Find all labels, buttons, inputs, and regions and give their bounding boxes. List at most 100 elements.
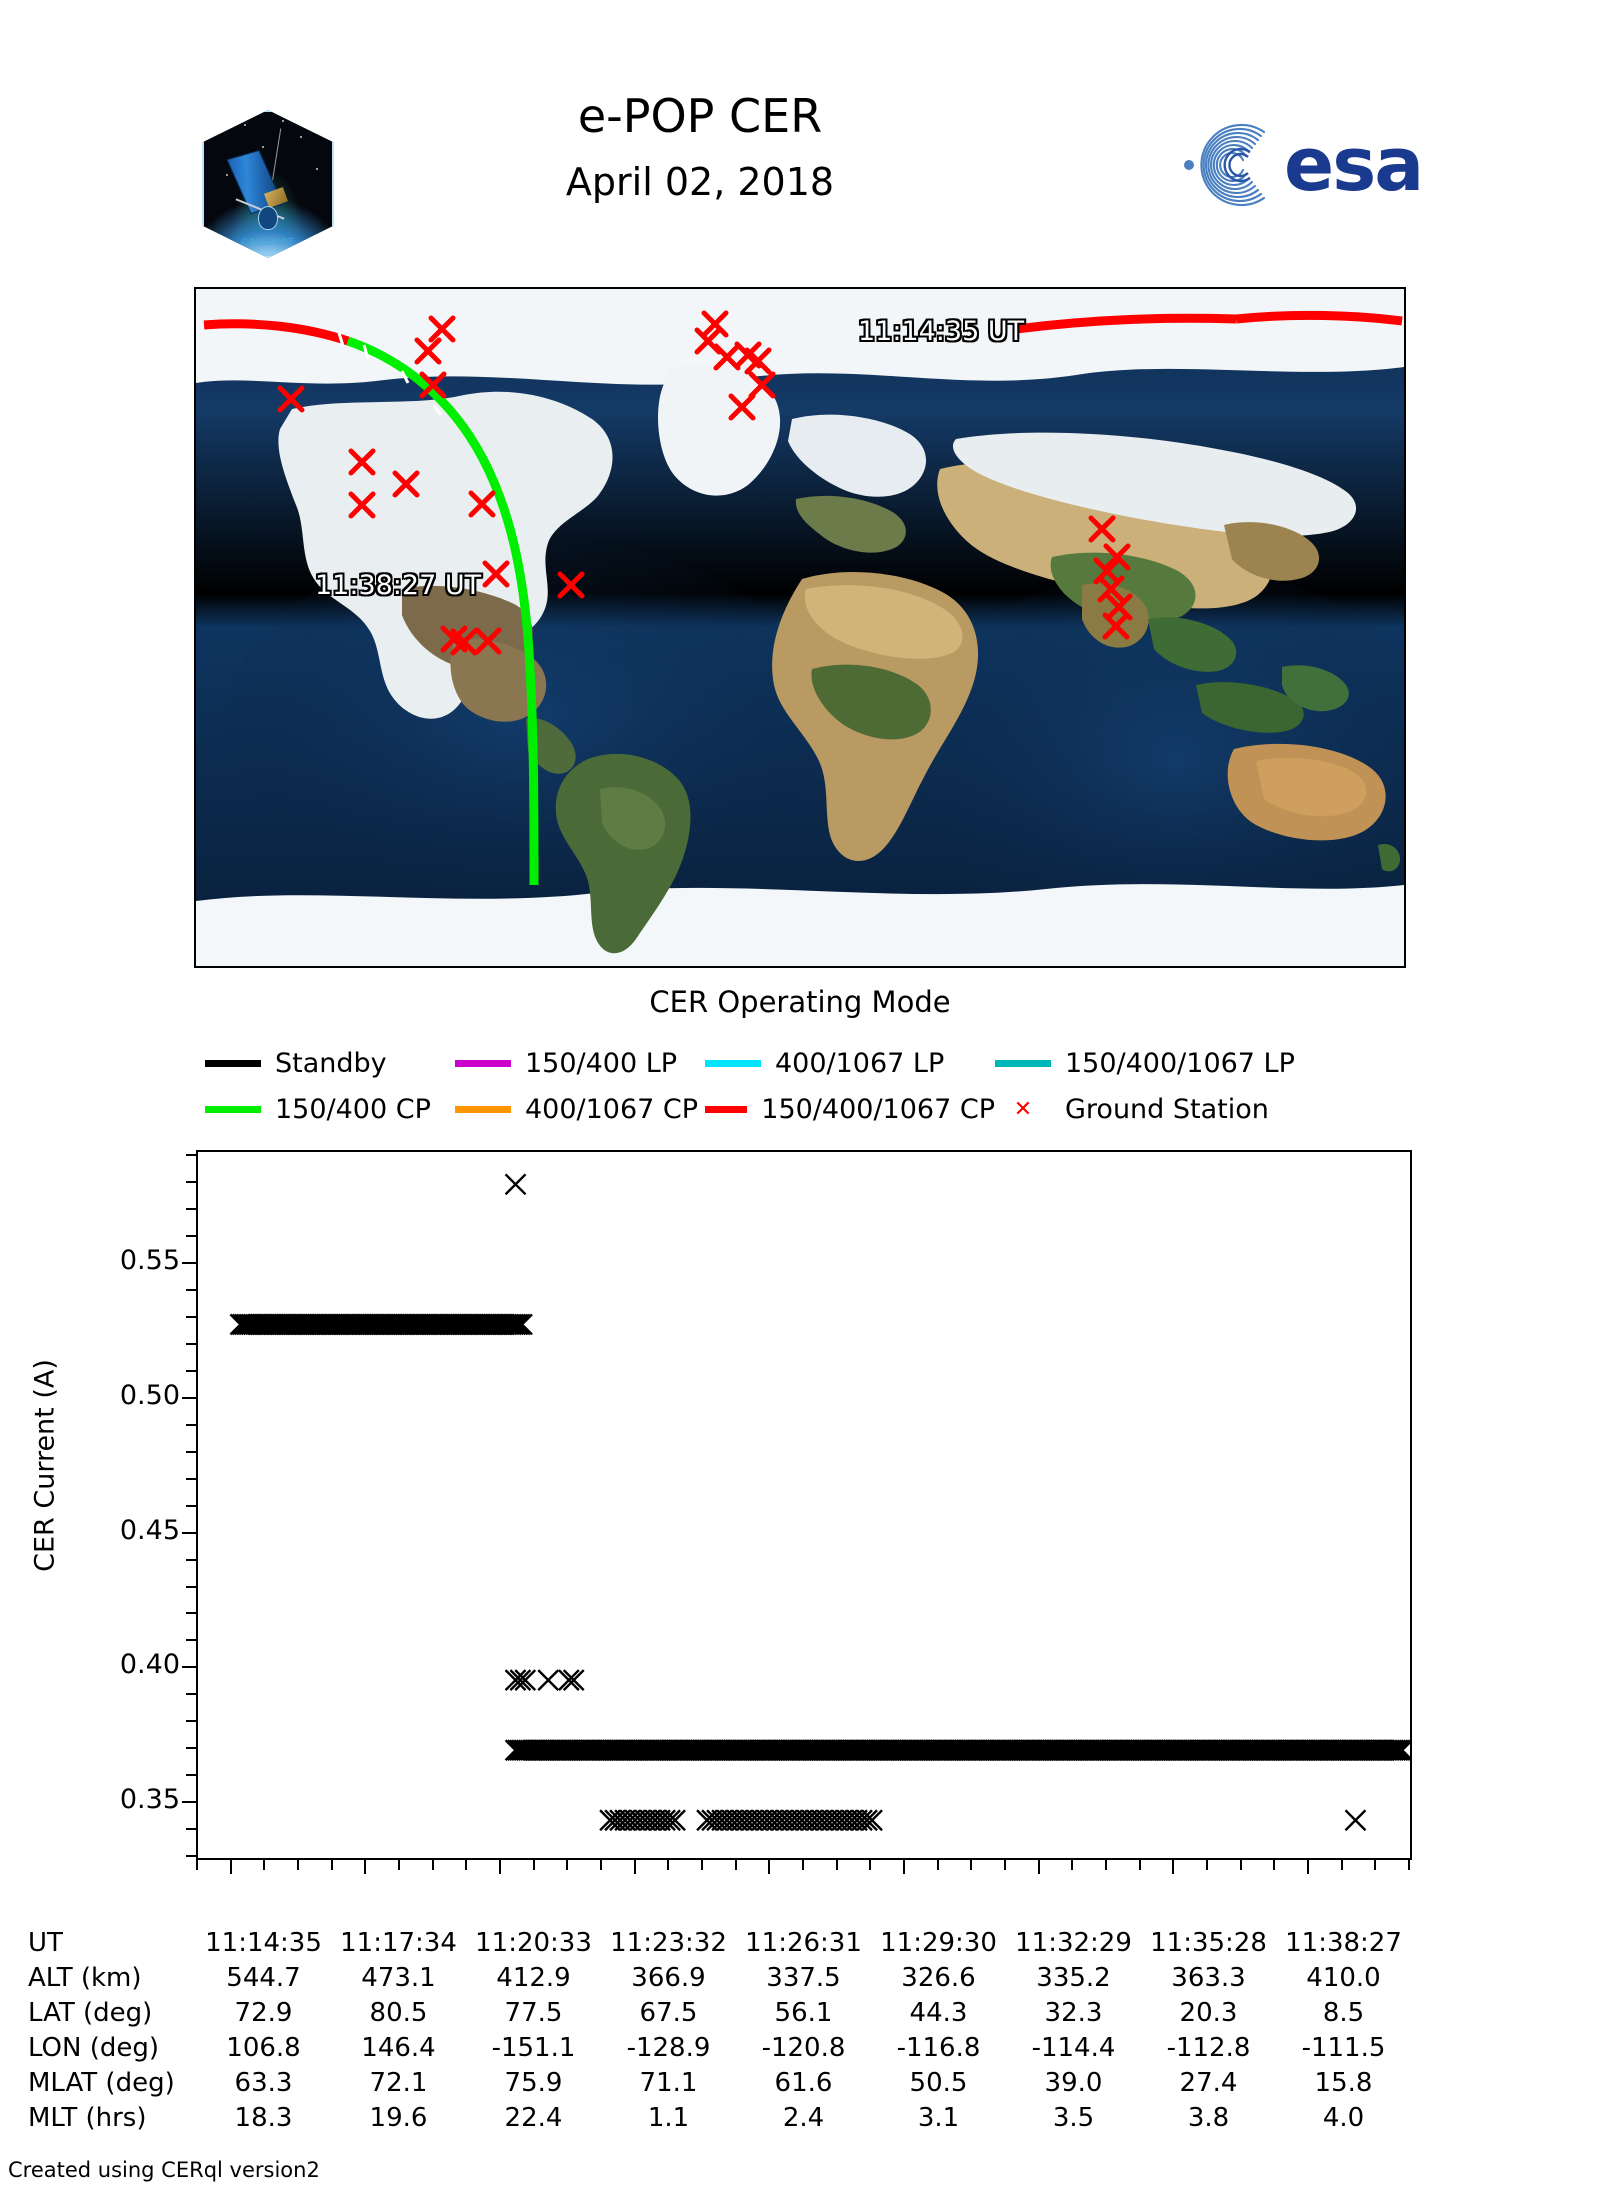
y-tick-minor	[186, 1289, 196, 1292]
plot-frame[interactable]	[196, 1150, 1412, 1860]
table-cell: 50.5	[909, 2067, 968, 2098]
table-cell: 11:38:27	[1285, 1927, 1402, 1958]
table-cell: 412.9	[496, 1962, 571, 1993]
table-cell: -151.1	[491, 2032, 576, 2063]
table-cell: -116.8	[896, 2032, 981, 2063]
x-tick-major	[499, 1860, 501, 1874]
table-cell: 56.1	[774, 1997, 833, 2028]
y-tick-minor	[186, 1369, 196, 1372]
table-cell: 61.6	[774, 2067, 833, 2098]
x-tick-minor	[566, 1860, 569, 1870]
table-row: ALT (km) 544.7 473.1 412.9 366.9 337.5 326.6 33…	[0, 1960, 1411, 1995]
x-tick-minor	[398, 1860, 400, 1870]
data-point-marker	[537, 1669, 560, 1692]
table-cell: 44.3	[909, 1997, 968, 2028]
mission-logo-label: CASSIOPE	[241, 237, 295, 248]
legend-item-standby[interactable]: Standby	[205, 1048, 455, 1079]
x-tick-minor	[667, 1860, 670, 1870]
x-tick-minor	[869, 1860, 872, 1870]
y-tick-minor	[186, 1693, 196, 1696]
table-cell: 22.4	[504, 2102, 563, 2133]
legend-label-150-400-1067-cp: 150/400/1067 CP	[761, 1093, 995, 1125]
x-tick-minor	[330, 1860, 333, 1870]
x-tick-major	[633, 1860, 636, 1874]
data-point-marker	[502, 1313, 525, 1336]
map-start-time-label: 11:14:35 UT	[858, 316, 1025, 347]
table-cell: 63.3	[234, 2067, 293, 2098]
x-tick-major	[1307, 1860, 1309, 1874]
world-map-panel[interactable]: 11:14:35 UT 11:38:27 UT	[194, 287, 1406, 968]
legend-swatch-150-400-1067-cp	[705, 1105, 748, 1113]
y-tick-minor	[186, 1639, 196, 1642]
data-point-marker	[504, 1669, 527, 1692]
legend-label-150-400-cp: 150/400 CP	[275, 1093, 431, 1125]
table-row-label: MLAT (deg)	[28, 2067, 175, 2098]
page-date: April 02, 2018	[565, 160, 835, 205]
ground-station-x-icon: ✕	[1013, 1096, 1033, 1122]
legend-item-400-1067-lp[interactable]: 400/1067 LP	[705, 1048, 995, 1079]
legend-label-400-1067-cp: 400/1067 CP	[525, 1093, 699, 1125]
y-tick-minor	[186, 1585, 196, 1588]
table-cell: -112.8	[1166, 2032, 1251, 2063]
table-cell: 11:20:33	[475, 1927, 592, 1958]
y-tick-label: 0.55	[119, 1245, 180, 1277]
footer-credit: Created using CERql version2	[8, 2158, 320, 2182]
y-tick-major	[182, 1666, 196, 1669]
table-cell: 77.5	[504, 1997, 563, 2028]
data-point-marker	[1384, 1739, 1407, 1762]
legend-swatch-400-1067-cp	[455, 1105, 511, 1113]
data-point-marker	[504, 1313, 527, 1336]
x-tick-major	[903, 1860, 905, 1874]
table-cell: 72.9	[234, 1997, 293, 2028]
x-tick-minor	[802, 1860, 804, 1870]
legend-swatch-150-400-cp	[205, 1105, 261, 1113]
x-tick-major	[1172, 1860, 1175, 1874]
data-point-marker	[1391, 1739, 1410, 1762]
y-tick-label: 0.45	[119, 1514, 180, 1546]
legend-item-150-400-1067-cp[interactable]: 150/400/1067 CP	[705, 1094, 995, 1125]
table-row: MLT (hrs) 18.3 19.6 22.4 1.1 2.4 3.1 3.5 3.8 4.0	[0, 2100, 1411, 2135]
data-point-marker	[664, 1809, 686, 1832]
data-point-marker	[1344, 1809, 1367, 1832]
y-tick-major	[182, 1531, 196, 1534]
table-cell: 15.8	[1314, 2067, 1373, 2098]
legend-label-ground-station: Ground Station	[1065, 1093, 1269, 1125]
data-point-marker	[861, 1809, 883, 1832]
legend-row-1: Standby 150/400 LP 400/1067 LP 150/400/1…	[205, 1040, 1455, 1086]
arctic-ice	[196, 289, 1404, 385]
x-tick-minor	[936, 1860, 939, 1870]
ephemeris-table: UT 11:14:35 11:17:34 11:20:33 11:23:32 11:26:…	[0, 1925, 1600, 2135]
legend-label-150-400-1067-lp: 150/400/1067 LP	[1065, 1047, 1295, 1079]
x-tick-minor	[1340, 1860, 1343, 1870]
y-tick-minor	[186, 1208, 196, 1211]
table-row: UT 11:14:35 11:17:34 11:20:33 11:23:32 11:26:…	[0, 1925, 1411, 1960]
cassiope-mission-logo: CASSIOPE	[202, 110, 334, 258]
y-tick-minor	[186, 1612, 196, 1615]
legend-item-150-400-lp[interactable]: 150/400 LP	[455, 1048, 705, 1079]
legend-item-ground-station[interactable]: ✕ Ground Station	[995, 1094, 1269, 1125]
cer-current-plot: CER Current (A) 0.35 0.40 0.45 0.50 0.55	[0, 1150, 1600, 1920]
y-tick-minor	[186, 1154, 196, 1157]
legend-item-400-1067-cp[interactable]: 400/1067 CP	[455, 1094, 705, 1125]
table-cell: 8.5	[1322, 1997, 1365, 2028]
data-point-marker	[1389, 1739, 1410, 1762]
table-cell: 11:29:30	[880, 1927, 997, 1958]
x-tick-minor	[196, 1860, 198, 1870]
y-tick-minor	[186, 1747, 196, 1750]
table-cell: 72.1	[369, 2067, 428, 2098]
legend-title: CER Operating Mode	[649, 985, 951, 1019]
y-tick-minor	[186, 1181, 196, 1184]
table-row-label: UT	[28, 1927, 63, 1958]
header: CASSIOPE e-POP CER April 02, 2018	[0, 0, 1600, 285]
table-cell: 2.4	[782, 2102, 825, 2133]
table-cell: 3.8	[1187, 2102, 1230, 2133]
legend-swatch-standby	[205, 1059, 261, 1067]
table-cell: -120.8	[761, 2032, 846, 2063]
x-tick-minor	[431, 1860, 434, 1870]
x-tick-minor	[970, 1860, 973, 1870]
legend-item-150-400-1067-lp[interactable]: 150/400/1067 LP	[995, 1048, 1295, 1079]
legend-item-150-400-cp[interactable]: 150/400 CP	[205, 1094, 455, 1125]
table-cell: 3.1	[917, 2102, 960, 2133]
y-tick-minor	[186, 1477, 196, 1480]
table-cell: 75.9	[504, 2067, 563, 2098]
